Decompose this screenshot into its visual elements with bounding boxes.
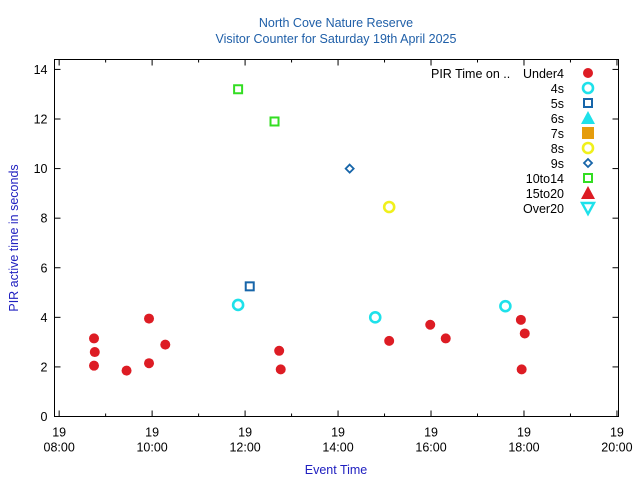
x-axis-label: Event Time bbox=[305, 463, 368, 477]
legend-label-6s: 6s bbox=[551, 112, 564, 126]
legend-marker-under4 bbox=[583, 68, 593, 78]
y-tick-label: 2 bbox=[41, 360, 48, 374]
x-tick-label-time: 10:00 bbox=[136, 441, 167, 455]
legend-marker-9s bbox=[582, 157, 594, 169]
point-5s bbox=[244, 281, 255, 292]
point-under4 bbox=[384, 335, 395, 346]
x-tick-label-time: 14:00 bbox=[322, 441, 353, 455]
legend-marker-10to14 bbox=[583, 173, 593, 183]
point-4s bbox=[499, 299, 512, 313]
legend-title: PIR Time on .. bbox=[431, 67, 510, 81]
point-8s bbox=[382, 200, 396, 214]
chart-title: North Cove Nature Reserve bbox=[259, 16, 413, 30]
legend-label-under4: Under4 bbox=[523, 67, 564, 81]
point-9s bbox=[344, 163, 355, 174]
point-under4 bbox=[89, 333, 100, 344]
legend-label-7s: 7s bbox=[551, 127, 564, 141]
point-under4 bbox=[275, 364, 286, 375]
point-under4 bbox=[144, 313, 155, 324]
y-tick-label: 10 bbox=[34, 162, 48, 176]
legend-marker-over20 bbox=[579, 201, 597, 217]
legend-marker-15to20 bbox=[581, 186, 595, 199]
point-under4 bbox=[516, 364, 527, 375]
legend-label-9s: 9s bbox=[551, 157, 564, 171]
point-under4 bbox=[160, 339, 171, 350]
x-tick-label-date: 19 bbox=[145, 426, 159, 440]
point-under4 bbox=[440, 333, 451, 344]
y-tick-label: 12 bbox=[34, 113, 48, 127]
x-tick-label-time: 18:00 bbox=[508, 441, 539, 455]
point-4s bbox=[368, 311, 382, 324]
point-under4 bbox=[144, 358, 155, 369]
point-10to14 bbox=[233, 84, 244, 95]
point-under4 bbox=[274, 345, 285, 356]
x-tick-label-date: 19 bbox=[52, 426, 66, 440]
y-axis: 0 2 4 6 8 10 12 14 bbox=[34, 63, 619, 424]
data-points bbox=[89, 84, 530, 376]
legend-marker-4s bbox=[581, 81, 595, 95]
point-10to14 bbox=[269, 116, 280, 127]
x-tick-label-date: 19 bbox=[424, 426, 438, 440]
x-tick-label-date: 19 bbox=[517, 426, 531, 440]
y-tick-label: 0 bbox=[41, 410, 48, 424]
x-tick-label-time: 12:00 bbox=[229, 441, 260, 455]
point-under4 bbox=[121, 365, 132, 376]
plot-frame bbox=[54, 59, 619, 417]
y-tick-label: 4 bbox=[41, 311, 48, 325]
legend-label-4s: 4s bbox=[551, 82, 564, 96]
legend: PIR Time on .. Under44s5s6s7s8s9s10to141… bbox=[431, 67, 597, 217]
legend-label-10to14: 10to14 bbox=[526, 172, 564, 186]
legend-label-over20: Over20 bbox=[523, 202, 564, 216]
x-tick-label-time: 20:00 bbox=[601, 441, 632, 455]
x-tick-label-time: 16:00 bbox=[415, 441, 446, 455]
chart-subtitle: Visitor Counter for Saturday 19th April … bbox=[216, 32, 457, 46]
legend-marker-6s bbox=[581, 111, 595, 124]
x-axis: 1908:001910:001912:001914:001916:001918:… bbox=[44, 59, 633, 455]
point-under4 bbox=[89, 347, 100, 358]
y-tick-label: 14 bbox=[34, 63, 48, 77]
point-under4 bbox=[519, 328, 530, 339]
legend-marker-5s bbox=[583, 98, 593, 108]
point-under4 bbox=[89, 360, 100, 371]
point-under4 bbox=[515, 314, 526, 325]
x-tick-label-time: 08:00 bbox=[44, 441, 75, 455]
x-tick-label-date: 19 bbox=[238, 426, 252, 440]
legend-marker-8s bbox=[581, 141, 595, 155]
x-tick-label-date: 19 bbox=[610, 426, 624, 440]
point-4s bbox=[231, 298, 245, 312]
y-tick-label: 6 bbox=[41, 261, 48, 275]
legend-label-8s: 8s bbox=[551, 142, 564, 156]
point-under4 bbox=[425, 319, 436, 330]
legend-label-15to20: 15to20 bbox=[526, 187, 564, 201]
y-axis-label: PIR active time in seconds bbox=[7, 164, 21, 311]
y-tick-label: 8 bbox=[41, 212, 48, 226]
x-tick-label-date: 19 bbox=[331, 426, 345, 440]
legend-marker-7s bbox=[582, 127, 594, 139]
legend-label-5s: 5s bbox=[551, 97, 564, 111]
